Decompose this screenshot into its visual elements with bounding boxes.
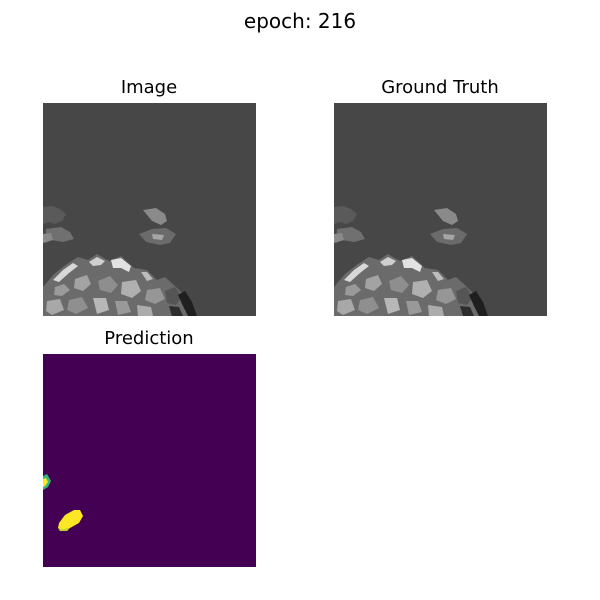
ground-truth-panel <box>334 103 547 316</box>
ground-truth-left-fragment <box>334 206 365 243</box>
ground-truth-brain-tissue <box>334 254 488 316</box>
ground-truth-panel-title: Ground Truth <box>381 77 499 98</box>
prediction-mask <box>43 354 256 567</box>
prediction-lesion-rim <box>58 528 70 531</box>
figure-title: epoch: 216 <box>243 9 357 33</box>
image-panel-title: Image <box>120 77 178 98</box>
ground-truth-center-fragment <box>430 208 467 245</box>
image-panel <box>43 103 256 316</box>
prediction-panel <box>43 354 256 567</box>
prediction-background <box>43 354 256 567</box>
prediction-lesion-blob <box>58 510 83 530</box>
mri-center-fragment <box>139 208 176 245</box>
mri-brain-tissue <box>43 254 197 316</box>
mri-left-fragment <box>43 206 74 243</box>
prediction-edge-core <box>43 478 48 487</box>
prediction-panel-title: Prediction <box>104 328 194 349</box>
ground-truth-slice <box>334 103 547 316</box>
mri-image-slice <box>43 103 256 316</box>
